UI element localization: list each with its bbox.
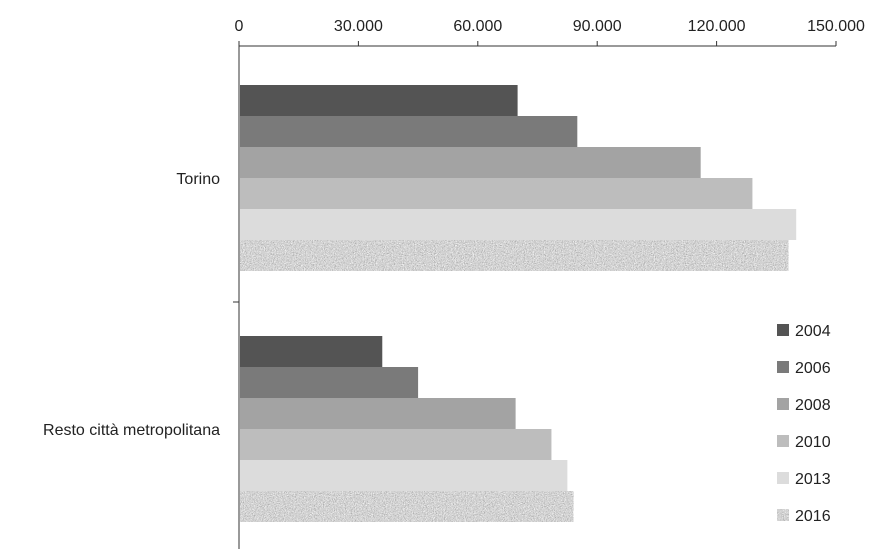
- legend-swatch: [777, 398, 789, 410]
- legend-swatch: [777, 509, 789, 521]
- legend: 2004 2006 2008 2010 2013 2016: [777, 323, 831, 525]
- bar-2004-torino: [240, 85, 518, 116]
- x-tick-label: 150.000: [807, 18, 865, 35]
- legend-label: 2006: [795, 360, 831, 377]
- legend-label: 2010: [795, 434, 831, 451]
- bar-2010-torino: [240, 178, 753, 209]
- x-axis: 0 30.000 60.000 90.000 120.000 150.000: [233, 18, 865, 549]
- bar-2008-resto: [240, 398, 516, 429]
- x-tick-label: 90.000: [573, 18, 622, 35]
- legend-label: 2013: [795, 471, 831, 488]
- x-tick-label: 0: [235, 18, 244, 35]
- legend-swatch: [777, 435, 789, 447]
- bar-2008-torino: [240, 147, 701, 178]
- bar-2013-torino: [240, 209, 797, 240]
- legend-label: 2016: [795, 508, 831, 525]
- bar-2004-resto: [240, 336, 383, 367]
- legend-label: 2004: [795, 323, 831, 340]
- x-tick-label: 30.000: [334, 18, 383, 35]
- x-tick-label: 60.000: [453, 18, 502, 35]
- legend-label: 2008: [795, 397, 831, 414]
- bar-2013-resto: [240, 460, 568, 491]
- legend-swatch: [777, 324, 789, 336]
- bar-2006-resto: [240, 367, 419, 398]
- bar-2006-torino: [240, 116, 578, 147]
- legend-swatch: [777, 361, 789, 373]
- category-label: Torino: [176, 171, 220, 188]
- x-tick-label: 120.000: [688, 18, 746, 35]
- category-labels: Torino Resto città metropolitana: [43, 171, 220, 439]
- bars: [240, 85, 797, 522]
- legend-swatch: [777, 472, 789, 484]
- bar-2016-resto: [240, 491, 574, 522]
- bar-2010-resto: [240, 429, 552, 460]
- category-label: Resto città metropolitana: [43, 422, 220, 439]
- bar-2016-torino: [240, 240, 789, 271]
